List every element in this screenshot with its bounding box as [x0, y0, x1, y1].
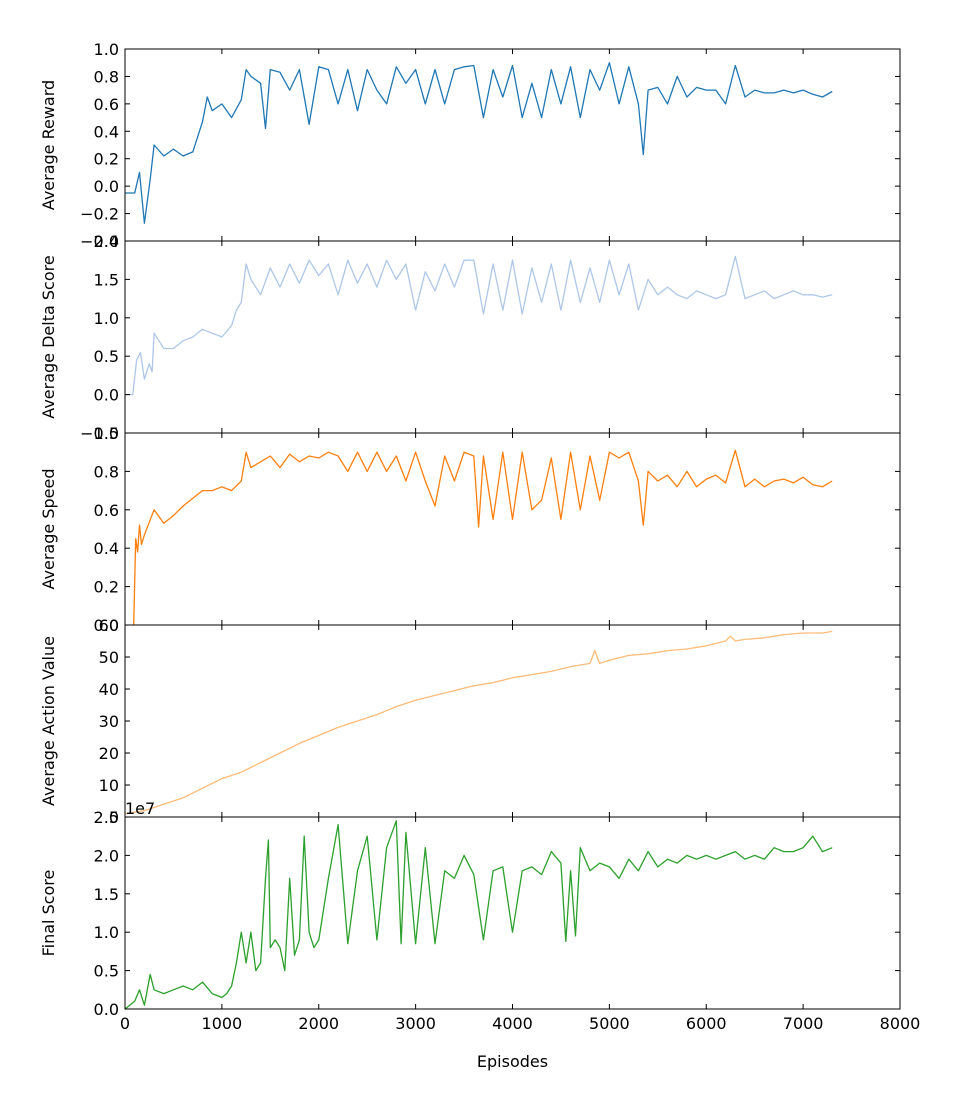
panel-4: 0.0 0.5 1.0 1.5 2.0 2.5 Final Score 1e7 [39, 799, 901, 1019]
y-tick-label-4-0: 0.0 [94, 1000, 119, 1019]
y-tick-label-4-3: 1.5 [94, 885, 119, 904]
y-tick-label-0-3: 0.2 [94, 150, 119, 169]
y-tick-label-2-3: 0.6 [94, 501, 119, 520]
y-tick-label-3-4: 40 [99, 680, 119, 699]
series-line-2 [133, 449, 833, 625]
y-axis-label-1: Average Delta Score [39, 255, 58, 418]
y-tick-label-2-2: 0.4 [94, 539, 119, 558]
y-tick-label-0-0: −0.4 [80, 232, 119, 251]
y-tick-label-1-2: 0.5 [94, 347, 119, 366]
panel-3: 0 10 20 30 40 50 60 Average Action Value [39, 616, 901, 827]
y-tick-label-4-2: 1.0 [94, 923, 119, 942]
plot-frame-0 [124, 48, 901, 242]
y-tick-label-1-5: 2.0 [94, 232, 119, 251]
y-tick-label-2-1: 0.2 [94, 578, 119, 597]
y-tick-label-0-2: 0.0 [94, 177, 119, 196]
y-tick-label-2-0: 0.0 [94, 616, 119, 635]
y-tick-label-0-5: 0.6 [94, 95, 119, 114]
y-tick-label-3-1: 10 [99, 776, 119, 795]
y-tick-label-3-5: 50 [99, 648, 119, 667]
y-tick-label-0-1: −0.2 [80, 205, 119, 224]
series-line-3 [125, 630, 833, 815]
x-tick-label-8: 8000 [880, 1014, 921, 1033]
y-tick-label-3-2: 20 [99, 744, 119, 763]
x-tick-label-4: 4000 [492, 1014, 533, 1033]
x-tick-label-0: 0 [120, 1014, 130, 1033]
series-line-0 [125, 62, 833, 224]
y-tick-label-1-1: 0.0 [94, 386, 119, 405]
y-tick-label-0-6: 0.8 [94, 67, 119, 86]
panel-2: 0.0 0.2 0.4 0.6 0.8 1.0 Average Speed [39, 424, 901, 635]
y-tick-label-1-0: −0.5 [80, 424, 119, 443]
x-tick-label-5: 5000 [589, 1014, 630, 1033]
x-tick-label-3: 3000 [395, 1014, 436, 1033]
y-tick-label-2-4: 0.8 [94, 462, 119, 481]
y-tick-label-4-5: 2.5 [94, 808, 119, 827]
x-tick-label-7: 7000 [783, 1014, 824, 1033]
x-axis-label: Episodes [477, 1052, 548, 1071]
y-tick-label-3-0: 0 [109, 808, 119, 827]
panel-1: −0.5 0.0 0.5 1.0 1.5 2.0 Average Delta Score [39, 232, 901, 443]
x-axis: 0 1000 2000 3000 4000 5000 6000 7000 8000 [120, 1014, 920, 1033]
panels-group: −0.4 −0.2 0.0 0.2 0.4 0.6 0.8 1.0 Average Reward… [39, 40, 901, 1019]
y-axis-label-3: Average Action Value [39, 636, 58, 806]
y-offset-label-4: 1e7 [125, 799, 155, 818]
y-axis-label-0: Average Reward [39, 80, 58, 210]
plot-frame-4 [124, 816, 901, 1010]
y-tick-label-1-3: 1.0 [94, 309, 119, 328]
plot-frame-2 [124, 432, 901, 626]
y-tick-label-4-1: 0.5 [94, 962, 119, 981]
series-line-4 [125, 820, 833, 1009]
y-tick-label-0-7: 1.0 [94, 40, 119, 59]
y-tick-label-3-6: 60 [99, 616, 119, 635]
y-tick-label-0-4: 0.4 [94, 122, 119, 141]
y-tick-label-1-4: 1.5 [94, 270, 119, 289]
plot-frame-1 [124, 240, 901, 434]
y-tick-label-4-4: 2.0 [94, 846, 119, 865]
y-axis-label-4: Final Score [39, 870, 58, 957]
y-tick-label-2-5: 1.0 [94, 424, 119, 443]
y-axis-label-2: Average Speed [39, 469, 58, 590]
plot-frame-3 [124, 624, 901, 818]
y-tick-label-3-3: 30 [99, 712, 119, 731]
x-tick-label-2: 2000 [298, 1014, 339, 1033]
x-tick-label-1: 1000 [202, 1014, 243, 1033]
series-line-1 [125, 255, 833, 396]
panel-0: −0.4 −0.2 0.0 0.2 0.4 0.6 0.8 1.0 Average Reward [39, 40, 901, 251]
x-tick-label-6: 6000 [686, 1014, 727, 1033]
